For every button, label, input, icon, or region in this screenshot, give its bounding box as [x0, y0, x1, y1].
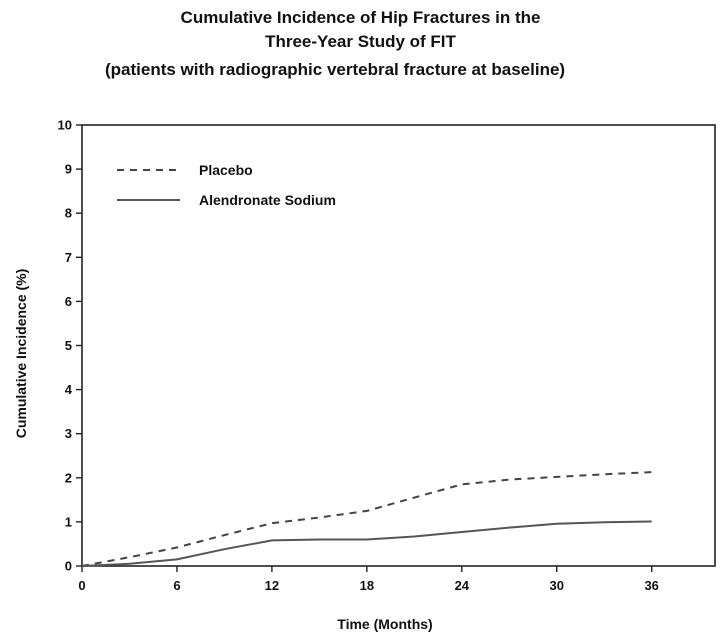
chart-title: Cumulative Incidence of Hip Fractures in… — [0, 6, 721, 54]
series-line-alendronate — [81, 520, 652, 567]
x-tick-label: 18 — [360, 578, 374, 593]
x-tick-label: 30 — [550, 578, 564, 593]
legend-label: Alendronate Sodium — [199, 192, 336, 208]
x-tick-label: 12 — [265, 578, 279, 593]
chart-title-line-1: Cumulative Incidence of Hip Fractures in… — [180, 8, 541, 27]
y-tick-label: 2 — [65, 470, 72, 485]
y-tick-label: 1 — [65, 514, 72, 529]
x-axis: 0 6 12 18 24 30 36 — [78, 566, 659, 593]
y-tick-label: 8 — [65, 206, 72, 221]
y-tick-label: 6 — [65, 294, 72, 309]
y-tick-label: 9 — [65, 162, 72, 177]
legend-label: Placebo — [199, 162, 253, 178]
series-line-placebo — [81, 471, 652, 567]
y-tick-label: 10 — [58, 118, 72, 133]
y-axis: 0 1 2 3 4 5 6 7 8 9 10 — [58, 118, 82, 574]
legend: Placebo Alendronate Sodium — [117, 162, 336, 208]
y-tick-label: 5 — [65, 338, 72, 353]
y-tick-label: 7 — [65, 250, 72, 265]
x-axis-label: Time (Months) — [337, 616, 432, 632]
x-tick-label: 0 — [78, 578, 85, 593]
chart-title-line-2: Three-Year Study of FIT — [265, 32, 456, 51]
y-tick-label: 0 — [65, 559, 72, 574]
y-tick-label: 3 — [65, 426, 72, 441]
x-tick-label: 6 — [173, 578, 180, 593]
plot-border — [81, 124, 716, 567]
series-layer — [81, 471, 652, 567]
y-axis-label: Cumulative Incidence (%) — [13, 269, 29, 439]
y-tick-label: 4 — [65, 382, 73, 397]
plot-frame — [81, 124, 716, 567]
x-tick-label: 36 — [644, 578, 658, 593]
x-tick-label: 24 — [455, 578, 470, 593]
chart-subtitle: (patients with radiographic vertebral fr… — [105, 60, 566, 79]
